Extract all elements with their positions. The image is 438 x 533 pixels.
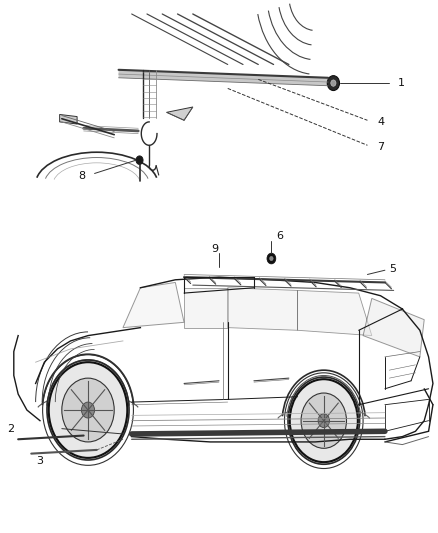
Text: 8: 8 [79,171,86,181]
Circle shape [301,393,346,448]
Polygon shape [123,282,184,328]
Text: 2: 2 [7,424,14,434]
Polygon shape [228,288,297,330]
Circle shape [288,377,360,464]
Circle shape [270,256,273,261]
Polygon shape [184,288,228,328]
Text: 5: 5 [389,264,396,274]
Polygon shape [297,290,372,336]
Text: 6: 6 [276,231,283,241]
Circle shape [327,76,339,91]
Polygon shape [60,115,77,124]
Polygon shape [119,70,328,86]
Text: 9: 9 [211,245,218,254]
Text: 4: 4 [377,117,384,127]
Polygon shape [363,298,424,357]
Circle shape [81,402,95,418]
Circle shape [62,378,114,442]
Polygon shape [166,107,193,120]
Text: 3: 3 [36,456,43,465]
Circle shape [318,414,329,427]
Circle shape [267,253,276,264]
Circle shape [331,80,336,86]
Circle shape [136,156,143,165]
Text: 1: 1 [398,78,405,88]
Text: 7: 7 [377,142,384,152]
Circle shape [47,360,129,460]
